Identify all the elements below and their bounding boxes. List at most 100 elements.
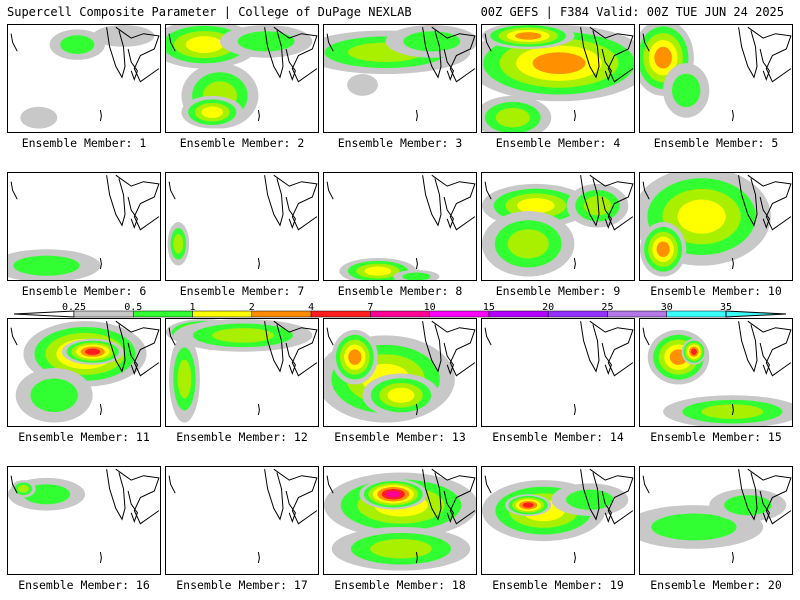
- coastline: [484, 327, 492, 346]
- title-right: 00Z GEFS | F384 Valid: 00Z TUE JUN 24 20…: [480, 5, 784, 19]
- coastline: [431, 174, 476, 231]
- scp-contour: [671, 73, 701, 108]
- coastline: [115, 468, 160, 525]
- map-field: [642, 320, 792, 426]
- member-caption: Ensemble Member: 17: [176, 578, 308, 592]
- coastline: [115, 174, 160, 231]
- scp-contour: [522, 502, 534, 508]
- colorbar-label: 0.25: [62, 303, 86, 313]
- coastline: [99, 403, 102, 416]
- colorbar-label: 1: [190, 303, 196, 313]
- coastline: [642, 181, 650, 200]
- scp-contour: [30, 378, 78, 413]
- coastline: [642, 33, 650, 52]
- map-panel: [7, 172, 161, 281]
- map-field: [166, 319, 318, 423]
- coastline: [443, 490, 454, 523]
- coastline: [601, 490, 612, 523]
- coastline: [106, 321, 126, 373]
- coastline: [168, 181, 176, 200]
- coastline: [285, 196, 296, 229]
- member-caption: Ensemble Member: 9: [495, 284, 621, 298]
- coastline: [273, 174, 318, 231]
- coastline: [580, 321, 600, 373]
- map-panel: [323, 318, 477, 427]
- scp-contour: [177, 359, 192, 399]
- scp-contour: [347, 74, 378, 96]
- coastline: [573, 109, 576, 122]
- member-caption: Ensemble Member: 1: [21, 136, 147, 150]
- coastline: [264, 469, 284, 521]
- member-caption: Ensemble Member: 15: [650, 430, 782, 444]
- member-caption: Ensemble Member: 7: [179, 284, 305, 298]
- coastline: [642, 327, 650, 346]
- scp-contour: [20, 106, 58, 129]
- colorbar-swatch: [370, 310, 430, 318]
- scp-contour: [185, 36, 224, 53]
- coastline: [747, 468, 792, 525]
- map-panel: [639, 172, 793, 281]
- coastline: [257, 109, 260, 122]
- coastline: [642, 475, 650, 494]
- coastline: [589, 26, 634, 83]
- scp-contour: [92, 25, 155, 47]
- scp-contour: [701, 404, 764, 419]
- map-panel: [481, 466, 635, 575]
- coastline: [422, 27, 442, 79]
- map-panel: [481, 24, 635, 133]
- coastline: [415, 551, 418, 564]
- coastline: [273, 468, 318, 525]
- member-caption: Ensemble Member: 5: [653, 136, 779, 150]
- map-panel: [165, 466, 319, 575]
- coastline: [285, 342, 296, 375]
- coastline: [431, 320, 476, 377]
- map-field: [10, 25, 160, 129]
- coastline: [431, 468, 476, 525]
- coastline: [443, 342, 454, 375]
- member-caption: Ensemble Member: 16: [18, 578, 150, 592]
- coastline: [422, 469, 442, 521]
- colorbar-swatch: [310, 310, 371, 318]
- map-panel: [165, 24, 319, 133]
- coastline: [738, 27, 758, 79]
- scp-contour: [654, 46, 672, 69]
- coastline: [738, 321, 758, 373]
- scp-contour: [348, 349, 362, 365]
- coastline: [580, 27, 600, 79]
- coastline: [168, 475, 176, 494]
- member-caption: Ensemble Member: 2: [179, 136, 305, 150]
- map-field: [484, 320, 634, 416]
- colorbar-label: 7: [367, 303, 373, 313]
- coastline: [115, 320, 160, 377]
- scp-contour: [17, 484, 29, 493]
- member-caption: Ensemble Member: 4: [495, 136, 621, 150]
- coastline: [106, 175, 126, 227]
- scp-contour: [85, 348, 101, 355]
- coastline: [127, 196, 138, 229]
- coastline: [589, 320, 634, 377]
- coastline: [285, 490, 296, 523]
- map-field: [482, 468, 634, 564]
- coastline: [747, 26, 792, 83]
- coastline: [731, 257, 734, 270]
- coastline: [731, 403, 734, 416]
- colorbar-swatch: [666, 310, 727, 318]
- coastline: [731, 109, 734, 122]
- coastline: [106, 27, 126, 79]
- scp-contour: [212, 328, 274, 343]
- coastline: [580, 175, 600, 227]
- map-panel: [323, 172, 477, 281]
- map-field: [640, 468, 792, 564]
- coastline: [759, 490, 770, 523]
- coastline: [573, 551, 576, 564]
- scp-contour: [507, 229, 549, 259]
- coastline: [601, 48, 612, 81]
- map-field: [640, 25, 792, 122]
- coastline: [738, 469, 758, 521]
- colorbar-label: 15: [483, 303, 495, 313]
- coastline: [415, 403, 418, 416]
- coastline: [127, 48, 138, 81]
- map-field: [167, 174, 318, 270]
- coastline: [10, 475, 18, 494]
- coastline: [601, 196, 612, 229]
